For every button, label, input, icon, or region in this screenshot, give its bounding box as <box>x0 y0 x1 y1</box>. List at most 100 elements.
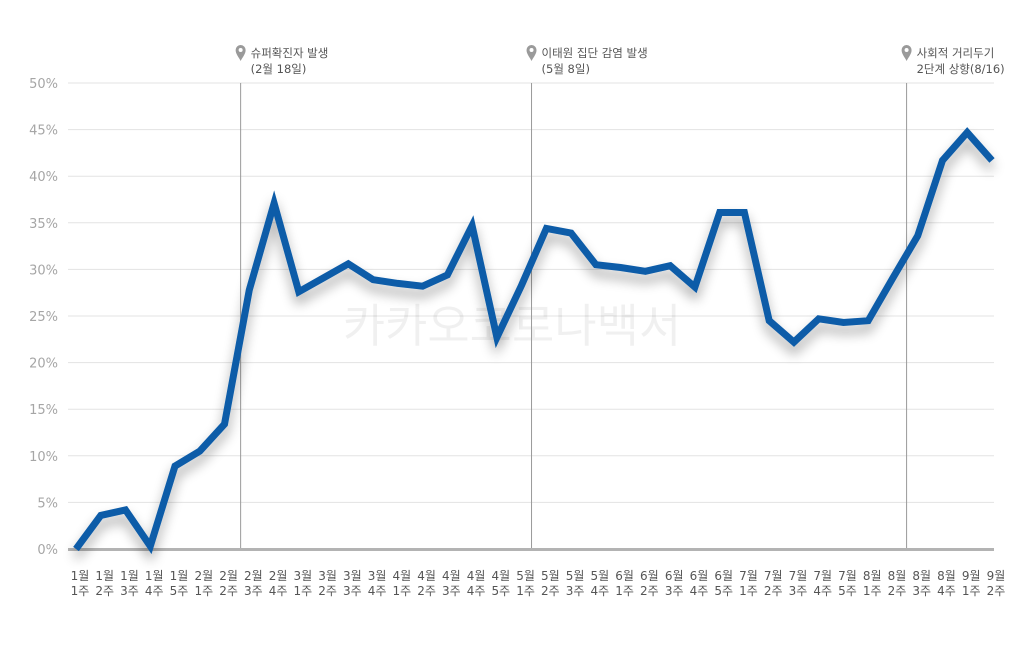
annotation: 이태원 집단 감염 발생 (5월 8일) <box>526 45 648 76</box>
x-tick-month: 4월 <box>492 569 511 583</box>
x-tick-week: 3주 <box>789 584 808 598</box>
x-tick-month: 4월 <box>392 569 411 583</box>
annotation-title: 슈퍼확진자 발생 <box>251 46 329 60</box>
y-axis: 0% 5% 10% 15% 20% 25% 30% 35% 40% 45% 50% <box>29 77 58 558</box>
x-tick-month: 4월 <box>442 569 461 583</box>
x-tick-month: 5월 <box>591 569 610 583</box>
x-tick-month: 8월 <box>863 569 882 583</box>
x-tick-week: 3주 <box>343 584 362 598</box>
y-tick-label: 50% <box>29 77 58 92</box>
x-tick-month: 3월 <box>343 569 362 583</box>
x-tick-week: 2주 <box>764 584 783 598</box>
x-tick-week: 5주 <box>170 584 189 598</box>
y-tick-label: 30% <box>29 263 58 278</box>
x-tick-month: 3월 <box>318 569 337 583</box>
x-tick-week: 3주 <box>912 584 931 598</box>
x-tick-month: 4월 <box>417 569 436 583</box>
x-tick-month: 1월 <box>170 569 189 583</box>
annotation-date: 2단계 상향(8/16) <box>917 62 1005 76</box>
x-tick-week: 3주 <box>442 584 461 598</box>
x-tick-month: 1월 <box>95 569 114 583</box>
annotation-title: 사회적 거리두기 <box>917 46 995 60</box>
x-tick-month: 8월 <box>888 569 907 583</box>
y-tick-label: 0% <box>37 543 58 558</box>
x-tick-month: 9월 <box>962 569 981 583</box>
x-tick-week: 2주 <box>541 584 560 598</box>
x-tick-week: 2주 <box>95 584 114 598</box>
x-tick-week: 1주 <box>863 584 882 598</box>
x-tick-week: 1주 <box>516 584 535 598</box>
x-tick-week: 5주 <box>492 584 511 598</box>
x-tick-month: 7월 <box>838 569 857 583</box>
x-tick-week: 3주 <box>665 584 684 598</box>
series-line <box>73 127 995 555</box>
x-tick-week: 2주 <box>888 584 907 598</box>
x-tick-month: 1월 <box>145 569 164 583</box>
x-tick-month: 2월 <box>244 569 263 583</box>
x-tick-month: 7월 <box>739 569 758 583</box>
x-tick-month: 2월 <box>269 569 288 583</box>
annotations: 슈퍼확진자 발생 (2월 18일) 이태원 집단 감염 발생 (5월 8일) 사회적 거… <box>235 45 1005 76</box>
x-tick-month: 2월 <box>194 569 213 583</box>
y-tick-label: 45% <box>29 124 58 139</box>
x-tick-week: 4주 <box>937 584 956 598</box>
x-tick-week: 2주 <box>219 584 238 598</box>
x-tick-week: 5주 <box>838 584 857 598</box>
y-tick-label: 35% <box>29 217 58 232</box>
x-tick-month: 6월 <box>690 569 709 583</box>
x-tick-month: 7월 <box>813 569 832 583</box>
y-tick-label: 20% <box>29 357 58 372</box>
x-tick-week: 1주 <box>392 584 411 598</box>
x-tick-month: 2월 <box>219 569 238 583</box>
x-tick-month: 7월 <box>764 569 783 583</box>
map-pin-icon <box>235 45 246 61</box>
x-tick-month: 1월 <box>120 569 139 583</box>
x-tick-month: 6월 <box>665 569 684 583</box>
x-axis: 1월1주1월2주1월3주1월4주1월5주2월1주2월2주2월3주2월4주3월1주… <box>71 569 1006 598</box>
x-tick-month: 3월 <box>293 569 312 583</box>
x-tick-week: 1주 <box>194 584 213 598</box>
x-tick-week: 3주 <box>120 584 139 598</box>
x-tick-month: 6월 <box>640 569 659 583</box>
x-tick-month: 3월 <box>368 569 387 583</box>
x-tick-week: 4주 <box>813 584 832 598</box>
map-pin-icon <box>901 45 912 61</box>
x-tick-month: 9월 <box>987 569 1006 583</box>
x-tick-month: 6월 <box>615 569 634 583</box>
x-tick-week: 1주 <box>962 584 981 598</box>
map-pin-icon <box>526 45 537 61</box>
x-tick-month: 7월 <box>789 569 808 583</box>
x-tick-week: 4주 <box>368 584 387 598</box>
y-tick-label: 5% <box>37 496 58 511</box>
annotation-date: (2월 18일) <box>251 62 307 76</box>
x-tick-month: 5월 <box>516 569 535 583</box>
x-tick-month: 5월 <box>566 569 585 583</box>
x-tick-week: 1주 <box>293 584 312 598</box>
x-tick-week: 4주 <box>591 584 610 598</box>
x-tick-week: 2주 <box>987 584 1006 598</box>
x-tick-month: 5월 <box>541 569 560 583</box>
x-tick-week: 2주 <box>417 584 436 598</box>
x-tick-week: 5주 <box>714 584 733 598</box>
x-tick-month: 4월 <box>467 569 486 583</box>
y-tick-label: 25% <box>29 310 58 325</box>
x-tick-week: 4주 <box>467 584 486 598</box>
x-tick-week: 1주 <box>71 584 90 598</box>
x-tick-week: 4주 <box>690 584 709 598</box>
x-tick-week: 1주 <box>739 584 758 598</box>
event-lines <box>240 83 908 549</box>
annotation: 슈퍼확진자 발생 (2월 18일) <box>235 45 329 76</box>
x-tick-week: 3주 <box>566 584 585 598</box>
y-tick-label: 15% <box>29 403 58 418</box>
y-tick-label: 40% <box>29 170 58 185</box>
x-tick-week: 2주 <box>318 584 337 598</box>
y-tick-label: 10% <box>29 450 58 465</box>
x-tick-month: 1월 <box>71 569 90 583</box>
annotation: 사회적 거리두기 2단계 상향(8/16) <box>901 45 1005 76</box>
x-tick-month: 8월 <box>937 569 956 583</box>
x-tick-month: 6월 <box>714 569 733 583</box>
x-tick-month: 8월 <box>912 569 931 583</box>
x-tick-week: 2주 <box>640 584 659 598</box>
x-tick-week: 4주 <box>269 584 288 598</box>
